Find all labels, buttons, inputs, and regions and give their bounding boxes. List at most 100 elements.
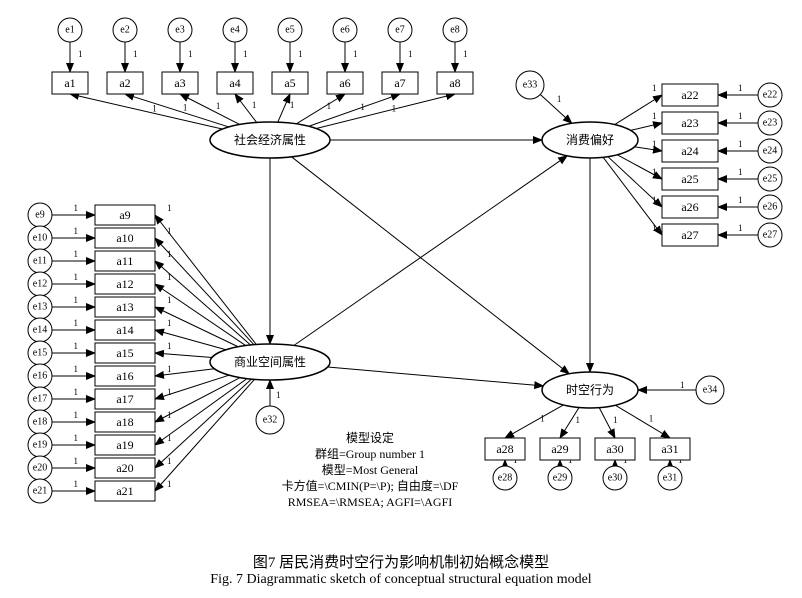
svg-text:1: 1 bbox=[652, 139, 657, 149]
svg-text:1: 1 bbox=[74, 456, 79, 466]
svg-text:a31: a31 bbox=[661, 442, 678, 456]
svg-text:1: 1 bbox=[74, 226, 79, 236]
svg-text:a5: a5 bbox=[284, 76, 295, 90]
svg-text:e9: e9 bbox=[35, 210, 44, 221]
svg-text:1: 1 bbox=[167, 318, 172, 328]
svg-text:卡方值=\CMIN(P=\P); 自由度=\DF: 卡方值=\CMIN(P=\P); 自由度=\DF bbox=[282, 478, 459, 493]
svg-text:a28: a28 bbox=[496, 442, 513, 456]
svg-text:a7: a7 bbox=[394, 76, 405, 90]
svg-text:e27: e27 bbox=[763, 230, 777, 241]
svg-text:1: 1 bbox=[74, 410, 79, 420]
svg-text:e26: e26 bbox=[763, 202, 777, 213]
svg-text:e7: e7 bbox=[395, 25, 404, 36]
svg-text:1: 1 bbox=[738, 195, 743, 205]
svg-text:a14: a14 bbox=[116, 323, 133, 337]
svg-text:1: 1 bbox=[327, 101, 332, 111]
svg-text:a20: a20 bbox=[116, 461, 133, 475]
sem-diagram: 1e321e331e3411a1e111a2e211a3e311a4e411a5… bbox=[10, 10, 792, 545]
svg-text:模型=Most General: 模型=Most General bbox=[322, 463, 419, 477]
svg-text:RMSEA=\RMSEA; AGFI=\AGFI: RMSEA=\RMSEA; AGFI=\AGFI bbox=[288, 495, 453, 509]
svg-text:1: 1 bbox=[738, 139, 743, 149]
svg-text:e4: e4 bbox=[230, 25, 239, 36]
svg-text:e12: e12 bbox=[33, 279, 47, 290]
svg-text:e5: e5 bbox=[285, 25, 294, 36]
svg-text:1: 1 bbox=[680, 380, 685, 390]
svg-text:1: 1 bbox=[74, 364, 79, 374]
svg-text:1: 1 bbox=[360, 102, 365, 112]
svg-text:a9: a9 bbox=[119, 208, 130, 222]
svg-text:1: 1 bbox=[74, 341, 79, 351]
svg-text:e17: e17 bbox=[33, 394, 47, 405]
svg-text:1: 1 bbox=[649, 414, 654, 424]
svg-text:消费偏好: 消费偏好 bbox=[566, 132, 614, 147]
svg-text:a16: a16 bbox=[116, 369, 133, 383]
svg-text:1: 1 bbox=[738, 167, 743, 177]
svg-text:e2: e2 bbox=[120, 25, 129, 36]
svg-text:1: 1 bbox=[167, 387, 172, 397]
svg-text:e15: e15 bbox=[33, 348, 47, 359]
svg-text:1: 1 bbox=[74, 387, 79, 397]
svg-text:1: 1 bbox=[167, 456, 172, 466]
svg-text:e22: e22 bbox=[763, 90, 777, 101]
svg-text:e8: e8 bbox=[450, 25, 459, 36]
svg-text:时空行为: 时空行为 bbox=[566, 383, 614, 397]
svg-text:1: 1 bbox=[298, 49, 303, 59]
svg-text:1: 1 bbox=[738, 83, 743, 93]
svg-text:a1: a1 bbox=[64, 76, 75, 90]
svg-text:e13: e13 bbox=[33, 302, 47, 313]
svg-text:1: 1 bbox=[540, 413, 545, 423]
svg-text:1: 1 bbox=[557, 94, 562, 104]
svg-text:a10: a10 bbox=[116, 231, 133, 245]
svg-text:a15: a15 bbox=[116, 346, 133, 360]
svg-text:a3: a3 bbox=[174, 76, 185, 90]
svg-text:1: 1 bbox=[738, 111, 743, 121]
svg-text:1: 1 bbox=[167, 203, 172, 213]
svg-text:e19: e19 bbox=[33, 440, 47, 451]
svg-text:模型设定: 模型设定 bbox=[346, 430, 394, 445]
svg-text:a12: a12 bbox=[116, 277, 133, 291]
svg-text:a27: a27 bbox=[681, 228, 698, 242]
svg-text:a6: a6 bbox=[339, 76, 350, 90]
figure-caption: 图7 居民消费时空行为影响机制初始概念模型 Fig. 7 Diagrammati… bbox=[10, 551, 792, 588]
svg-text:e28: e28 bbox=[498, 473, 512, 484]
svg-text:e16: e16 bbox=[33, 371, 47, 382]
svg-text:e30: e30 bbox=[608, 473, 622, 484]
svg-text:1: 1 bbox=[74, 479, 79, 489]
svg-text:1: 1 bbox=[74, 203, 79, 213]
svg-text:a8: a8 bbox=[449, 76, 460, 90]
svg-text:e1: e1 bbox=[65, 25, 74, 36]
svg-text:1: 1 bbox=[167, 341, 172, 351]
svg-text:a2: a2 bbox=[119, 76, 130, 90]
svg-text:1: 1 bbox=[652, 111, 657, 121]
svg-text:1: 1 bbox=[167, 226, 172, 236]
svg-text:1: 1 bbox=[652, 167, 657, 177]
svg-text:1: 1 bbox=[613, 415, 618, 425]
svg-text:e14: e14 bbox=[33, 325, 47, 336]
svg-text:e29: e29 bbox=[553, 473, 567, 484]
svg-text:1: 1 bbox=[167, 433, 172, 443]
svg-text:a25: a25 bbox=[681, 172, 698, 186]
svg-text:a4: a4 bbox=[229, 76, 240, 90]
svg-text:1: 1 bbox=[216, 101, 221, 111]
svg-text:1: 1 bbox=[276, 390, 281, 400]
svg-text:e11: e11 bbox=[33, 256, 47, 267]
svg-text:a18: a18 bbox=[116, 415, 133, 429]
svg-text:e3: e3 bbox=[175, 25, 184, 36]
svg-text:a19: a19 bbox=[116, 438, 133, 452]
svg-text:a30: a30 bbox=[606, 442, 623, 456]
svg-text:1: 1 bbox=[74, 433, 79, 443]
svg-text:a21: a21 bbox=[116, 484, 133, 498]
svg-text:群组=Group number 1: 群组=Group number 1 bbox=[315, 447, 425, 461]
svg-text:1: 1 bbox=[74, 318, 79, 328]
svg-text:1: 1 bbox=[738, 223, 743, 233]
svg-text:e6: e6 bbox=[340, 25, 349, 36]
svg-text:社会经济属性: 社会经济属性 bbox=[234, 132, 306, 147]
svg-text:1: 1 bbox=[183, 102, 188, 112]
svg-text:e24: e24 bbox=[763, 146, 777, 157]
svg-text:1: 1 bbox=[74, 295, 79, 305]
svg-text:1: 1 bbox=[408, 49, 413, 59]
svg-text:e10: e10 bbox=[33, 233, 47, 244]
svg-text:e20: e20 bbox=[33, 463, 47, 474]
svg-text:1: 1 bbox=[74, 249, 79, 259]
svg-text:1: 1 bbox=[167, 295, 172, 305]
